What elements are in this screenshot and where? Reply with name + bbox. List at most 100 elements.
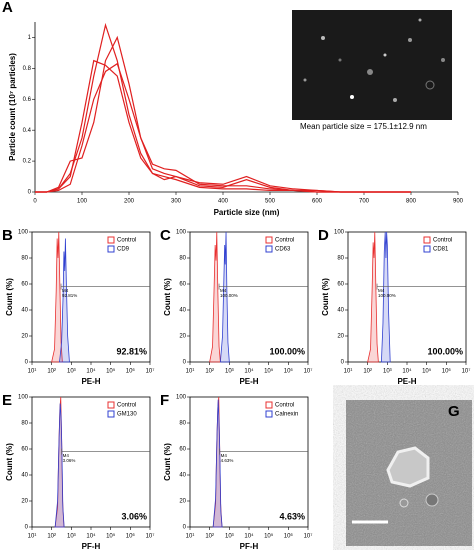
x-tick-label: 10⁶ (442, 368, 452, 375)
particle-curve (35, 62, 411, 193)
gate-name: M4 (62, 288, 69, 293)
inset-image (292, 10, 452, 120)
legend-label: Calnexin (275, 412, 298, 418)
gate-percent: 3.06% (63, 458, 76, 463)
percent-label: 100.00% (269, 346, 305, 356)
y-tick-label: 40 (21, 473, 28, 479)
x-axis-label: PE-H (397, 377, 416, 386)
y-tick-label: 20 (179, 334, 186, 340)
histogram (209, 231, 221, 363)
y-tick-label: 0 (25, 360, 29, 366)
particle-curve (35, 59, 411, 193)
percent-label: 92.81% (116, 346, 147, 356)
x-tick-label: 400 (218, 199, 229, 205)
gate-name: M4 (220, 288, 227, 293)
histogram (367, 231, 379, 363)
y-tick-label: 60 (337, 282, 344, 288)
y-tick-label: 0.6 (23, 97, 32, 103)
particle-curve (35, 35, 411, 193)
y-tick-label: 0 (183, 360, 187, 366)
panel-label: A (2, 0, 13, 16)
gate-percent: 92.81% (62, 293, 77, 298)
x-tick-label: 800 (406, 199, 417, 205)
legend-label: Control (117, 403, 136, 409)
percent-label: 3.06% (121, 511, 147, 521)
y-axis-label: Count (%) (321, 278, 330, 316)
plot-frame (31, 231, 151, 363)
y-tick-label: 60 (179, 282, 186, 288)
x-tick-label: 10⁷ (462, 368, 471, 375)
y-tick-label: 40 (179, 308, 186, 314)
y-tick-label: 0.4 (23, 128, 32, 134)
x-tick-label: 10⁴ (86, 368, 96, 375)
y-tick-label: 40 (337, 308, 344, 314)
tem-image (346, 400, 472, 546)
x-tick-label: 10⁶ (284, 533, 294, 540)
legend-swatch (265, 245, 273, 253)
histogram (212, 399, 223, 528)
panel-label: B (2, 227, 13, 244)
y-tick-label: 20 (179, 499, 186, 505)
histogram (219, 231, 230, 363)
legend-swatch (107, 401, 115, 409)
x-tick-label: 10⁶ (126, 368, 136, 375)
legend-label: Control (433, 238, 452, 244)
y-axis-label: Count (%) (5, 278, 14, 316)
x-tick-label: 200 (124, 199, 135, 205)
panel-label: C (160, 227, 171, 244)
x-tick-label: 10⁶ (126, 533, 136, 540)
x-tick-label: 600 (312, 199, 323, 205)
y-tick-label: 0 (183, 525, 187, 531)
gate-name: M4 (221, 453, 228, 458)
x-tick-label: 10⁷ (146, 533, 155, 540)
panel-label: D (318, 227, 329, 244)
y-tick-label: 0.2 (23, 159, 32, 165)
x-axis-label: PF-H (240, 542, 259, 550)
percent-label: 4.63% (279, 511, 305, 521)
legend-label: GM130 (117, 412, 137, 418)
legend-swatch (107, 410, 115, 418)
y-tick-label: 60 (179, 447, 186, 453)
gate-name: M4 (63, 453, 70, 458)
x-tick-label: 10⁵ (264, 368, 274, 375)
x-tick-label: 10² (205, 534, 214, 540)
y-tick-label: 60 (21, 282, 28, 288)
legend-label: CD81 (433, 247, 449, 253)
x-tick-label: 10¹ (186, 369, 195, 375)
y-tick-label: 80 (337, 256, 344, 262)
y-tick-label: 100 (18, 395, 29, 401)
x-tick-label: 10³ (383, 369, 392, 375)
legend-swatch (265, 401, 273, 409)
x-tick-label: 10⁷ (304, 533, 313, 540)
y-tick-label: 80 (21, 256, 28, 262)
y-tick-label: 100 (18, 230, 29, 236)
y-tick-label: 0.8 (23, 66, 32, 72)
x-tick-label: 500 (265, 199, 276, 205)
y-tick-label: 40 (179, 473, 186, 479)
x-tick-label: 10⁵ (106, 533, 116, 540)
y-tick-label: 60 (21, 447, 28, 453)
y-tick-label: 80 (21, 421, 28, 427)
x-tick-label: 10⁴ (244, 368, 254, 375)
y-tick-label: 80 (179, 421, 186, 427)
x-axis-label: PE-H (239, 377, 258, 386)
x-tick-label: 10³ (67, 369, 76, 375)
x-tick-label: 10⁷ (304, 368, 313, 375)
x-axis-label: PE-H (81, 377, 100, 386)
y-tick-label: 20 (21, 334, 28, 340)
legend-label: Control (275, 403, 294, 409)
x-tick-label: 0 (33, 199, 37, 205)
x-tick-label: 10⁵ (422, 368, 432, 375)
y-tick-label: 0 (25, 525, 29, 531)
legend-swatch (265, 236, 273, 244)
y-tick-label: 20 (21, 499, 28, 505)
x-tick-label: 100 (77, 199, 88, 205)
x-tick-label: 10² (47, 369, 56, 375)
x-tick-label: 10³ (225, 534, 234, 540)
x-tick-label: 10⁴ (86, 533, 96, 540)
y-tick-label: 100 (176, 230, 187, 236)
y-axis-label: Particle count (10⁷ particles) (8, 53, 17, 161)
histogram (54, 403, 65, 528)
gate-name: M4 (378, 288, 385, 293)
